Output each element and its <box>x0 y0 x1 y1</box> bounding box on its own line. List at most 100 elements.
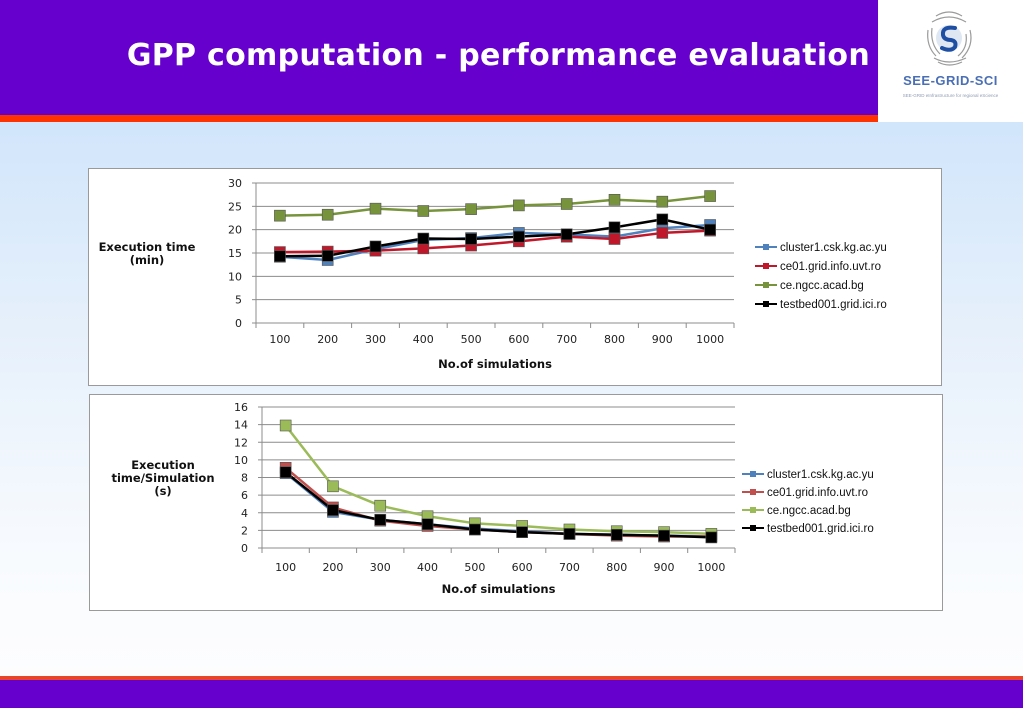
y-tick-label: 10 <box>234 454 248 467</box>
data-point <box>417 242 430 255</box>
y-tick-label: 8 <box>241 472 248 485</box>
legend-item: cluster1.csk.kg.ac.yu <box>742 469 874 481</box>
series-ce.ngcc.acad.bg <box>274 190 716 222</box>
chart-execution-time: 0 5 10 15 20 25 30 100 200 300 400 500 600 700 800 900 1… <box>88 168 942 386</box>
legend-label: cluster1.csk.kg.ac.yu <box>780 242 887 254</box>
y-tick-label: 0 <box>241 542 248 555</box>
data-point <box>656 213 669 226</box>
data-point <box>417 205 430 217</box>
logo-name: SEE-GRID-SCI <box>903 73 998 88</box>
slide-footer <box>0 680 1023 708</box>
y-tick-label: 4 <box>241 507 248 520</box>
series-line <box>284 472 712 538</box>
y-tick-label: 14 <box>234 419 248 432</box>
y-tick-label: 15 <box>228 247 242 260</box>
x-tick-label: 700 <box>556 333 577 346</box>
legend-marker <box>750 489 756 495</box>
data-point <box>658 529 670 542</box>
x-tick-label: 1000 <box>696 333 724 346</box>
data-point <box>321 208 334 221</box>
data-point <box>704 223 716 236</box>
legend-item: ce.ngcc.acad.bg <box>755 280 864 292</box>
y-tick-label: 6 <box>241 489 248 502</box>
legend-item: ce.ngcc.acad.bg <box>742 505 851 517</box>
x-tick-label: 800 <box>604 333 625 346</box>
x-tick-label: 300 <box>365 333 386 346</box>
y-tick-label: 30 <box>228 177 242 190</box>
data-point <box>374 499 387 512</box>
x-tick-label: 500 <box>464 561 485 574</box>
x-tick-label: 900 <box>654 561 675 574</box>
series-line <box>279 194 711 217</box>
y-axis-title: (min) <box>130 253 165 267</box>
x-axis-title: No.of simulations <box>442 582 556 596</box>
data-point <box>516 526 528 538</box>
series-line <box>279 218 711 258</box>
data-point <box>327 480 339 493</box>
legend-marker <box>763 282 769 288</box>
slide-header <box>0 0 878 115</box>
x-tick-label: 800 <box>606 561 627 574</box>
legend-label: ce01.grid.info.uvt.ro <box>780 261 881 273</box>
data-point <box>608 193 621 206</box>
data-point <box>560 228 573 241</box>
x-tick-label: 600 <box>508 333 529 346</box>
y-axis-title: Execution <box>131 458 195 472</box>
x-tick-label: 900 <box>652 333 673 346</box>
data-point <box>608 233 621 245</box>
legend-item: testbed001.grid.ici.ro <box>755 299 887 311</box>
data-point <box>513 230 525 243</box>
legend-label: ce01.grid.info.uvt.ro <box>767 487 868 499</box>
legend-marker <box>750 525 756 531</box>
x-tick-label: 700 <box>559 561 580 574</box>
data-point <box>608 221 621 234</box>
chart-execution-time-svg: 0 5 10 15 20 25 30 100 200 300 400 500 600 700 800 900 1… <box>99 177 887 371</box>
legend-label: testbed001.grid.ici.ro <box>767 523 874 535</box>
data-point <box>274 250 286 263</box>
series-line <box>279 223 711 262</box>
legend-item: ce01.grid.info.uvt.ro <box>742 487 868 499</box>
y-axis-title: time/Simulation <box>111 471 214 485</box>
logo-tagline: SEE-GRID eInfrastructure for regional eS… <box>902 93 999 98</box>
data-point <box>374 514 387 526</box>
data-point <box>369 240 382 253</box>
data-point <box>513 199 525 212</box>
header-accent-stripe <box>0 115 878 122</box>
y-tick-label: 25 <box>228 200 242 213</box>
series-line <box>284 424 712 536</box>
data-point <box>610 528 623 541</box>
data-point <box>704 190 716 202</box>
data-point <box>465 203 477 215</box>
data-point <box>417 232 430 245</box>
y-tick-label: 10 <box>228 270 242 283</box>
legend-label: testbed001.grid.ici.ro <box>780 299 887 311</box>
data-point <box>563 528 576 540</box>
data-point <box>321 250 334 262</box>
series-line <box>279 229 711 254</box>
data-point <box>705 531 718 544</box>
y-tick-label: 0 <box>235 317 242 330</box>
data-point <box>327 504 339 516</box>
y-tick-label: 5 <box>235 294 242 307</box>
series-testbed001.grid.ici.ro <box>279 466 718 544</box>
legend-marker <box>763 244 769 250</box>
data-point <box>469 523 481 536</box>
series-ce.ngcc.acad.bg <box>279 419 718 540</box>
data-point <box>560 198 573 210</box>
x-axis-title: No.of simulations <box>438 357 552 371</box>
data-point <box>421 518 434 531</box>
data-point <box>279 466 292 479</box>
legend-item: cluster1.csk.kg.ac.yu <box>755 242 887 254</box>
legend-marker <box>763 263 769 269</box>
legend-marker <box>750 471 756 477</box>
legend-marker <box>750 507 756 513</box>
series-line <box>284 466 712 538</box>
data-point <box>274 209 286 222</box>
see-grid-logo-icon <box>927 11 972 66</box>
logo: SEE-GRID-SCI SEE-GRID eInfrastructure fo… <box>878 0 1023 122</box>
legend-label: cluster1.csk.kg.ac.yu <box>767 469 874 481</box>
chart-time-per-simulation-svg: 0 2 4 6 8 10 12 14 16 100 200 300 400 500 600 700 800 900… <box>111 401 874 596</box>
x-tick-label: 300 <box>370 561 391 574</box>
x-tick-label: 200 <box>317 333 338 346</box>
legend-item: testbed001.grid.ici.ro <box>742 523 874 535</box>
